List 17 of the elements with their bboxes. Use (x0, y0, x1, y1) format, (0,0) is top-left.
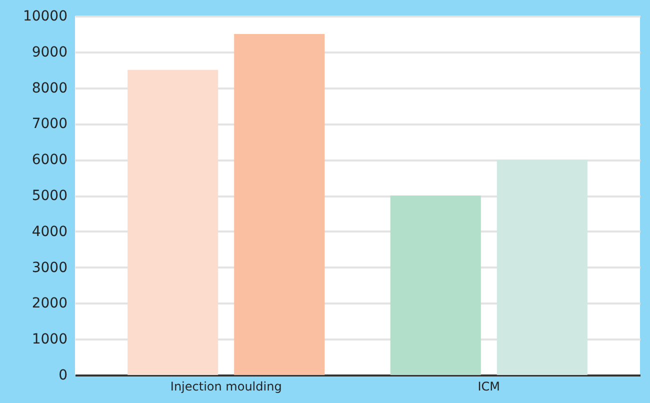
y-tick-label: 3000 (32, 260, 68, 276)
bar (234, 34, 325, 375)
bar (390, 196, 481, 375)
y-tick-label: 4000 (32, 224, 68, 240)
y-tick-label: 1000 (32, 332, 68, 348)
y-tick-label: 5000 (32, 188, 68, 204)
x-tick-label: Injection moulding (170, 380, 282, 394)
y-tick-label: 0 (58, 368, 68, 384)
y-tick-label: 6000 (32, 152, 68, 168)
bar (496, 160, 588, 375)
x-tick-label: ICM (478, 380, 500, 394)
y-tick-label: 10000 (22, 8, 68, 24)
y-tick-label: 2000 (32, 296, 68, 312)
bar (128, 70, 218, 375)
y-tick-label: 7000 (32, 116, 68, 132)
y-tick-label: 8000 (32, 80, 68, 96)
y-tick-label: 9000 (32, 44, 68, 60)
